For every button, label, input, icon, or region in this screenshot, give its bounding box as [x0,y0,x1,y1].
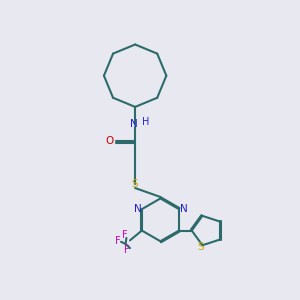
Text: S: S [198,242,204,252]
Text: O: O [106,136,114,146]
Text: S: S [132,179,139,189]
Text: N: N [134,204,141,214]
Text: F: F [115,236,121,246]
Text: F: F [124,245,130,256]
Text: N: N [179,204,187,214]
Text: F: F [122,230,128,240]
Text: N: N [130,119,137,129]
Text: H: H [142,117,149,128]
